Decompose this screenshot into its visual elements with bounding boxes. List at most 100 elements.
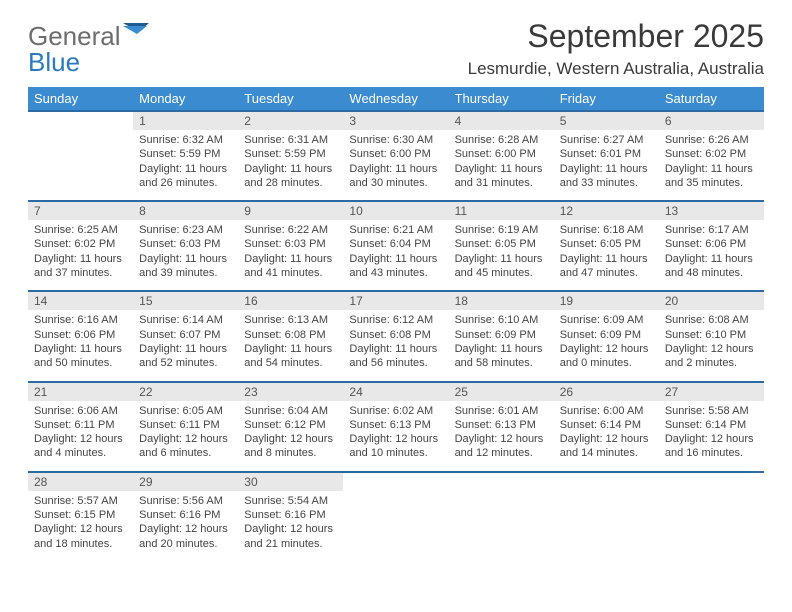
daylight-text: Daylight: 11 hours and 28 minutes. <box>244 162 337 191</box>
sunset-text: Sunset: 5:59 PM <box>244 147 337 161</box>
daylight-text: Daylight: 12 hours and 16 minutes. <box>665 432 758 461</box>
sunrise-text: Sunrise: 5:56 AM <box>139 494 232 508</box>
brand-logo: General Blue <box>28 24 153 76</box>
day-info <box>28 130 133 192</box>
sunset-text: Sunset: 6:08 PM <box>349 328 442 342</box>
day-number: 16 <box>238 292 343 310</box>
day-number: 29 <box>133 473 238 491</box>
location-subtitle: Lesmurdie, Western Australia, Australia <box>468 59 764 79</box>
day-info: Sunrise: 6:28 AMSunset: 6:00 PMDaylight:… <box>449 130 554 200</box>
day-number: 11 <box>449 202 554 220</box>
day-info: Sunrise: 6:31 AMSunset: 5:59 PMDaylight:… <box>238 130 343 200</box>
day-number: 5 <box>554 112 659 130</box>
day-info: Sunrise: 6:23 AMSunset: 6:03 PMDaylight:… <box>133 220 238 290</box>
daylight-text: Daylight: 12 hours and 6 minutes. <box>139 432 232 461</box>
day-number: 19 <box>554 292 659 310</box>
sunrise-text: Sunrise: 6:27 AM <box>560 133 653 147</box>
daylight-text: Daylight: 11 hours and 30 minutes. <box>349 162 442 191</box>
day-info: Sunrise: 6:32 AMSunset: 5:59 PMDaylight:… <box>133 130 238 200</box>
sunset-text: Sunset: 6:04 PM <box>349 237 442 251</box>
daylight-text: Daylight: 11 hours and 45 minutes. <box>455 252 548 281</box>
calendar-day-cell: 11Sunrise: 6:19 AMSunset: 6:05 PMDayligh… <box>449 201 554 291</box>
sunrise-text: Sunrise: 5:58 AM <box>665 404 758 418</box>
calendar-day-cell: 17Sunrise: 6:12 AMSunset: 6:08 PMDayligh… <box>343 291 448 381</box>
day-number: 23 <box>238 383 343 401</box>
sunrise-text: Sunrise: 6:31 AM <box>244 133 337 147</box>
day-number: 18 <box>449 292 554 310</box>
day-number: 8 <box>133 202 238 220</box>
sunset-text: Sunset: 5:59 PM <box>139 147 232 161</box>
day-info: Sunrise: 5:56 AMSunset: 6:16 PMDaylight:… <box>133 491 238 561</box>
day-number: 25 <box>449 383 554 401</box>
sunset-text: Sunset: 6:03 PM <box>139 237 232 251</box>
day-info: Sunrise: 6:16 AMSunset: 6:06 PMDaylight:… <box>28 310 133 380</box>
calendar-week-row: 14Sunrise: 6:16 AMSunset: 6:06 PMDayligh… <box>28 291 764 381</box>
day-number: 15 <box>133 292 238 310</box>
sunset-text: Sunset: 6:07 PM <box>139 328 232 342</box>
daylight-text: Daylight: 11 hours and 48 minutes. <box>665 252 758 281</box>
sunset-text: Sunset: 6:06 PM <box>34 328 127 342</box>
sunrise-text: Sunrise: 6:10 AM <box>455 313 548 327</box>
day-number: 26 <box>554 383 659 401</box>
sunrise-text: Sunrise: 6:16 AM <box>34 313 127 327</box>
daylight-text: Daylight: 11 hours and 26 minutes. <box>139 162 232 191</box>
daylight-text: Daylight: 12 hours and 2 minutes. <box>665 342 758 371</box>
day-info: Sunrise: 6:30 AMSunset: 6:00 PMDaylight:… <box>343 130 448 200</box>
calendar-day-cell <box>554 472 659 561</box>
day-number: 17 <box>343 292 448 310</box>
day-info: Sunrise: 6:00 AMSunset: 6:14 PMDaylight:… <box>554 401 659 471</box>
day-info: Sunrise: 6:01 AMSunset: 6:13 PMDaylight:… <box>449 401 554 471</box>
day-info <box>554 491 659 553</box>
day-info <box>343 491 448 553</box>
calendar-day-cell: 6Sunrise: 6:26 AMSunset: 6:02 PMDaylight… <box>659 111 764 201</box>
day-info: Sunrise: 6:06 AMSunset: 6:11 PMDaylight:… <box>28 401 133 471</box>
day-info <box>659 491 764 553</box>
day-info: Sunrise: 6:21 AMSunset: 6:04 PMDaylight:… <box>343 220 448 290</box>
day-info: Sunrise: 6:12 AMSunset: 6:08 PMDaylight:… <box>343 310 448 380</box>
day-number: 14 <box>28 292 133 310</box>
daylight-text: Daylight: 11 hours and 37 minutes. <box>34 252 127 281</box>
calendar-day-cell: 29Sunrise: 5:56 AMSunset: 6:16 PMDayligh… <box>133 472 238 561</box>
day-info: Sunrise: 5:58 AMSunset: 6:14 PMDaylight:… <box>659 401 764 471</box>
sunset-text: Sunset: 6:13 PM <box>455 418 548 432</box>
day-info: Sunrise: 6:18 AMSunset: 6:05 PMDaylight:… <box>554 220 659 290</box>
calendar-day-cell: 24Sunrise: 6:02 AMSunset: 6:13 PMDayligh… <box>343 382 448 472</box>
day-info <box>449 491 554 553</box>
day-number: 2 <box>238 112 343 130</box>
daylight-text: Daylight: 11 hours and 41 minutes. <box>244 252 337 281</box>
sunset-text: Sunset: 6:15 PM <box>34 508 127 522</box>
calendar-day-cell: 23Sunrise: 6:04 AMSunset: 6:12 PMDayligh… <box>238 382 343 472</box>
day-number: 6 <box>659 112 764 130</box>
sunrise-text: Sunrise: 6:21 AM <box>349 223 442 237</box>
daylight-text: Daylight: 12 hours and 8 minutes. <box>244 432 337 461</box>
sunrise-text: Sunrise: 6:22 AM <box>244 223 337 237</box>
calendar-day-cell: 27Sunrise: 5:58 AMSunset: 6:14 PMDayligh… <box>659 382 764 472</box>
calendar-day-cell: 2Sunrise: 6:31 AMSunset: 5:59 PMDaylight… <box>238 111 343 201</box>
sunrise-text: Sunrise: 6:25 AM <box>34 223 127 237</box>
daylight-text: Daylight: 12 hours and 0 minutes. <box>560 342 653 371</box>
sunrise-text: Sunrise: 6:06 AM <box>34 404 127 418</box>
calendar-day-cell: 19Sunrise: 6:09 AMSunset: 6:09 PMDayligh… <box>554 291 659 381</box>
sunset-text: Sunset: 6:08 PM <box>244 328 337 342</box>
day-info: Sunrise: 6:17 AMSunset: 6:06 PMDaylight:… <box>659 220 764 290</box>
calendar-day-cell: 28Sunrise: 5:57 AMSunset: 6:15 PMDayligh… <box>28 472 133 561</box>
sunrise-text: Sunrise: 5:54 AM <box>244 494 337 508</box>
calendar-table: Sunday Monday Tuesday Wednesday Thursday… <box>28 87 764 561</box>
sunrise-text: Sunrise: 6:09 AM <box>560 313 653 327</box>
sunrise-text: Sunrise: 6:02 AM <box>349 404 442 418</box>
weekday-header-row: Sunday Monday Tuesday Wednesday Thursday… <box>28 87 764 111</box>
calendar-day-cell: 4Sunrise: 6:28 AMSunset: 6:00 PMDaylight… <box>449 111 554 201</box>
day-info: Sunrise: 6:19 AMSunset: 6:05 PMDaylight:… <box>449 220 554 290</box>
calendar-day-cell: 22Sunrise: 6:05 AMSunset: 6:11 PMDayligh… <box>133 382 238 472</box>
calendar-day-cell <box>343 472 448 561</box>
calendar-day-cell: 9Sunrise: 6:22 AMSunset: 6:03 PMDaylight… <box>238 201 343 291</box>
calendar-day-cell: 3Sunrise: 6:30 AMSunset: 6:00 PMDaylight… <box>343 111 448 201</box>
sunset-text: Sunset: 6:11 PM <box>34 418 127 432</box>
day-number: 28 <box>28 473 133 491</box>
sunrise-text: Sunrise: 6:00 AM <box>560 404 653 418</box>
sunrise-text: Sunrise: 6:28 AM <box>455 133 548 147</box>
sunset-text: Sunset: 6:13 PM <box>349 418 442 432</box>
sunrise-text: Sunrise: 6:13 AM <box>244 313 337 327</box>
sunset-text: Sunset: 6:03 PM <box>244 237 337 251</box>
calendar-day-cell: 10Sunrise: 6:21 AMSunset: 6:04 PMDayligh… <box>343 201 448 291</box>
